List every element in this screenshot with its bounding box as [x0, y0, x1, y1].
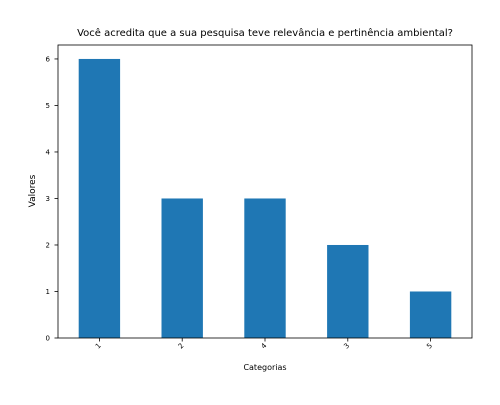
x-axis-label: Categorias [243, 363, 286, 372]
x-tick-label: 1 [94, 342, 103, 351]
y-tick-label: 1 [46, 288, 50, 296]
bar-2 [161, 198, 203, 338]
bar-3 [327, 244, 369, 338]
bar-1 [78, 58, 121, 338]
y-tick-label: 3 [46, 195, 50, 203]
y-tick-label: 4 [46, 148, 51, 156]
y-tick-label: 6 [46, 55, 51, 63]
y-axis-label: Valores [28, 174, 38, 207]
x-tick-label: 5 [425, 342, 434, 351]
x-axis-ticks: 1 2 4 3 5 [94, 338, 434, 351]
y-axis-ticks: 0 1 2 3 4 5 6 [46, 55, 58, 343]
y-tick-label: 2 [46, 241, 50, 249]
bar-5 [409, 291, 452, 338]
y-tick-label: 0 [46, 335, 50, 343]
x-tick-label: 4 [260, 341, 269, 350]
x-tick-label: 2 [177, 342, 186, 351]
plot-frame [57, 44, 473, 339]
bar-4 [244, 198, 286, 338]
x-tick-label: 3 [342, 342, 351, 351]
y-tick-label: 5 [46, 102, 50, 110]
bars-group [78, 58, 452, 338]
chart-title: Você acredita que a sua pesquisa teve re… [77, 27, 453, 39]
